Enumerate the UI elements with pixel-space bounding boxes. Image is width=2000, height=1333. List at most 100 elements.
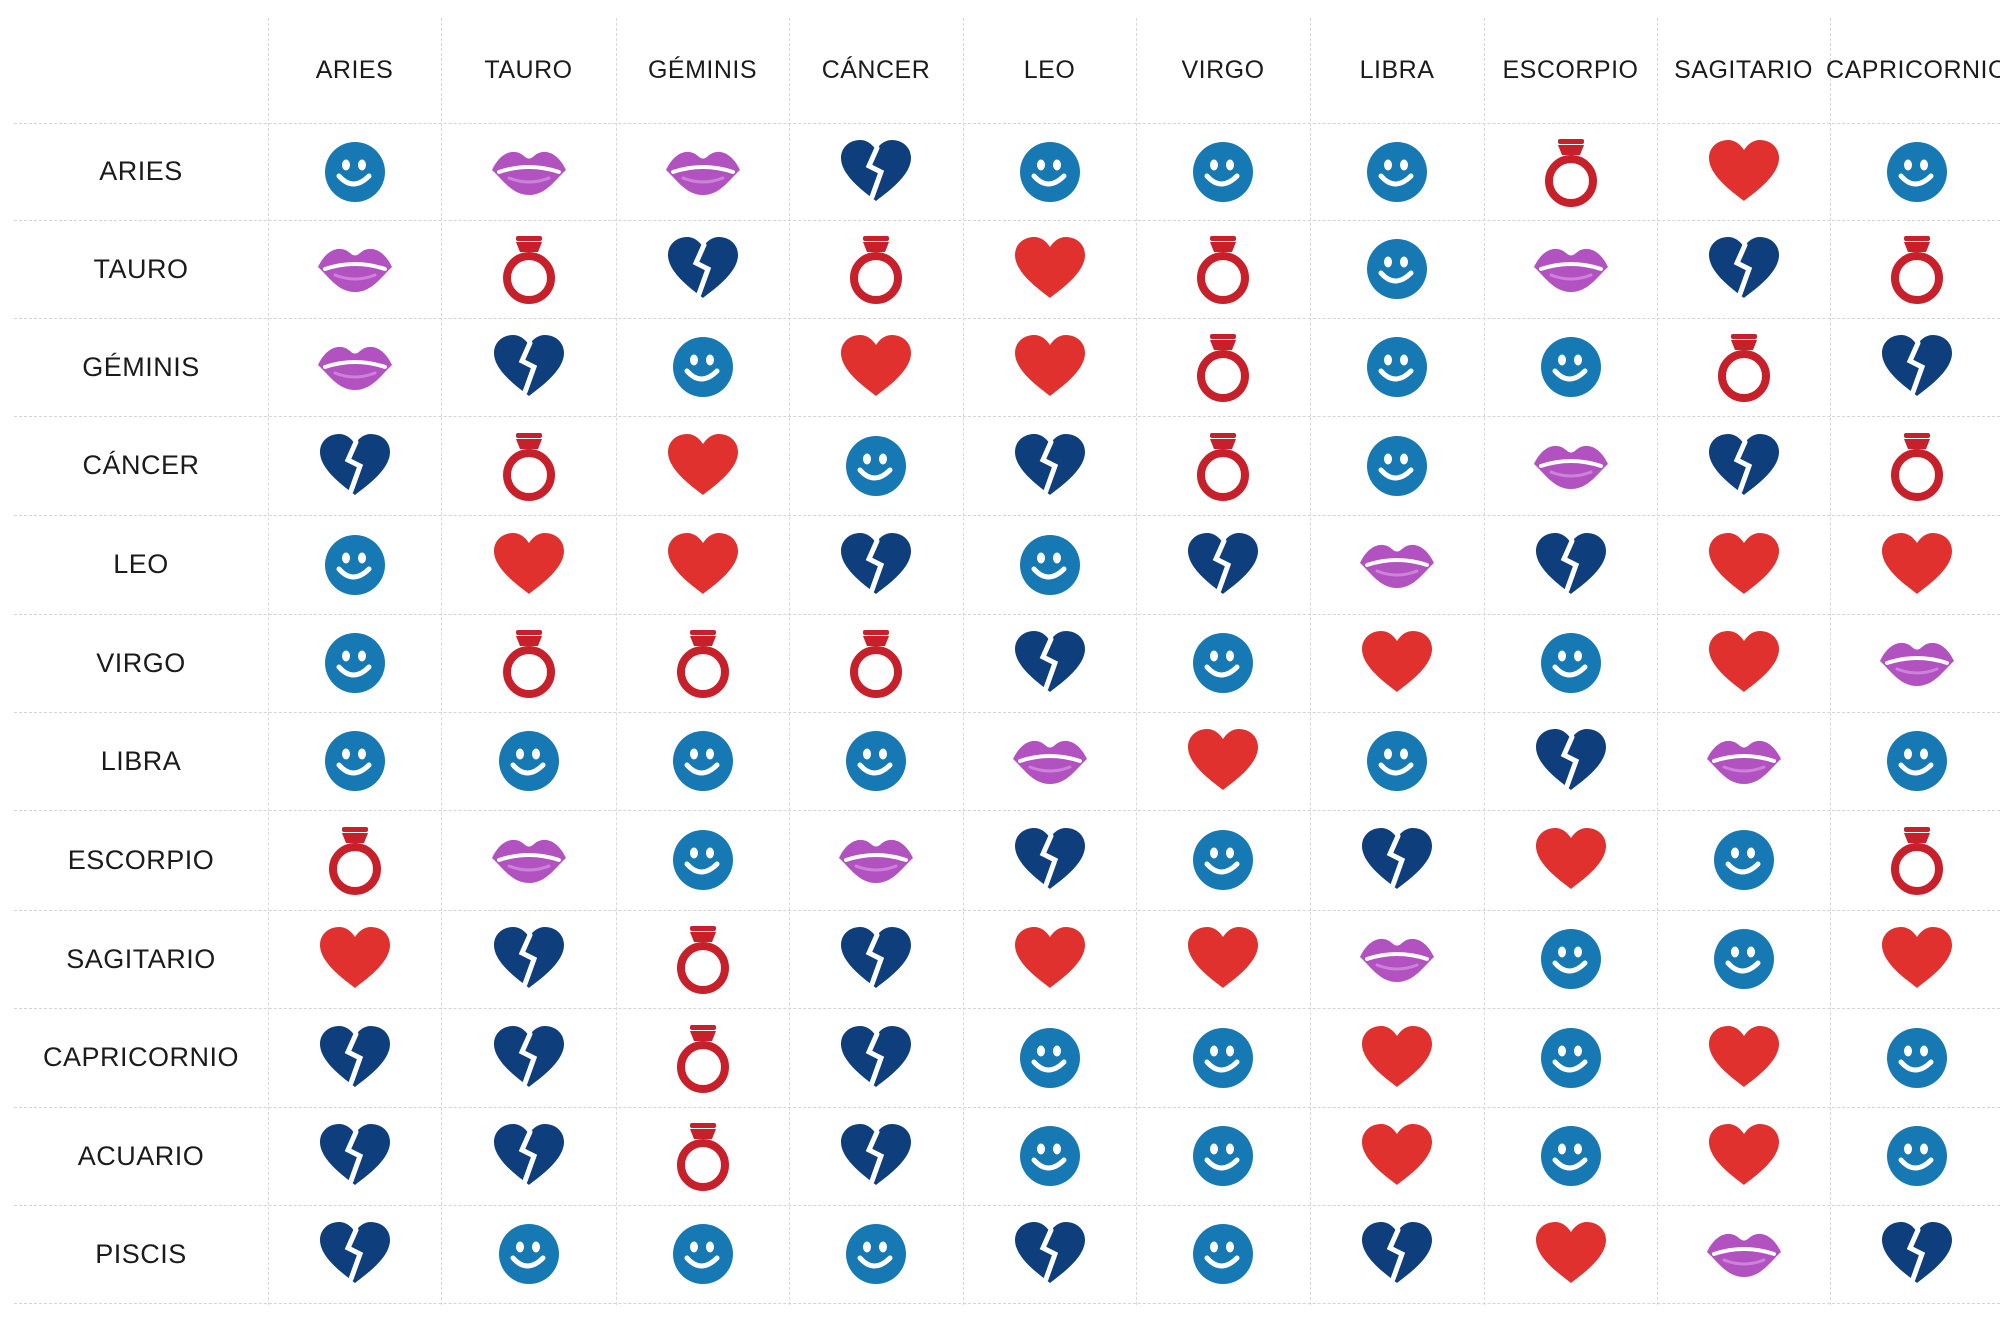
compatibility-cell — [616, 810, 789, 910]
column-header: VIRGO — [1181, 55, 1265, 84]
compatibility-cell — [789, 1107, 963, 1205]
compatibility-cell — [789, 712, 963, 810]
compatibility-cell — [1136, 515, 1310, 614]
smiley-icon — [497, 729, 561, 793]
grid-row-line — [14, 614, 2000, 615]
heart-icon — [1880, 532, 1954, 598]
column-header: CÁNCER — [821, 55, 931, 84]
compatibility-cell — [963, 1008, 1136, 1107]
compatibility-cell — [1136, 123, 1310, 220]
broken-heart-icon — [839, 926, 913, 992]
compatibility-cell — [1830, 1205, 2000, 1303]
compatibility-cell — [1830, 1008, 2000, 1107]
heart-icon — [1186, 728, 1260, 794]
smiley-icon — [671, 828, 735, 892]
compatibility-cell — [268, 712, 441, 810]
compatibility-cell — [1136, 910, 1310, 1008]
ring-icon — [1885, 230, 1949, 308]
smiley-icon — [1191, 1026, 1255, 1090]
smiley-icon — [1885, 1124, 1949, 1188]
compatibility-cell — [441, 1205, 616, 1303]
grid-column-line — [616, 18, 617, 1305]
smiley-icon — [844, 434, 908, 498]
broken-heart-icon — [492, 926, 566, 992]
broken-heart-icon — [492, 1025, 566, 1091]
smiley-icon — [1539, 631, 1603, 695]
compatibility-cell — [441, 318, 616, 416]
broken-heart-icon — [492, 334, 566, 400]
column-header: TAURO — [484, 55, 573, 84]
compatibility-cell — [441, 810, 616, 910]
row-header: GÉMINIS — [82, 351, 200, 382]
compatibility-cell — [789, 910, 963, 1008]
compatibility-cell — [1657, 220, 1830, 318]
column-header: LIBRA — [1359, 55, 1435, 84]
compatibility-cell — [441, 712, 616, 810]
compatibility-cell — [268, 1205, 441, 1303]
ring-icon — [1885, 427, 1949, 505]
compatibility-cell — [441, 1107, 616, 1205]
smiley-icon — [1191, 828, 1255, 892]
compatibility-cell — [268, 1107, 441, 1205]
compatibility-cell — [1310, 712, 1484, 810]
compatibility-cell — [1830, 515, 2000, 614]
compatibility-cell — [1830, 712, 2000, 810]
kiss-icon — [663, 142, 743, 202]
column-header: CAPRICORNIO — [1826, 55, 2000, 84]
kiss-icon — [489, 142, 569, 202]
row-header: ARIES — [99, 156, 183, 186]
ring-icon — [671, 920, 735, 998]
compatibility-cell — [789, 1205, 963, 1303]
compatibility-cell — [963, 1205, 1136, 1303]
compatibility-cell — [268, 515, 441, 614]
compatibility-cell — [616, 712, 789, 810]
grid-row-line — [14, 1205, 2000, 1206]
heart-icon — [1534, 1221, 1608, 1287]
smiley-icon — [844, 1222, 908, 1286]
compatibility-cell — [268, 614, 441, 712]
compatibility-cell — [1657, 416, 1830, 515]
compatibility-cell — [1136, 1107, 1310, 1205]
compatibility-cell — [1830, 220, 2000, 318]
smiley-icon — [1191, 1124, 1255, 1188]
heart-icon — [1707, 1123, 1781, 1189]
compatibility-cell — [441, 220, 616, 318]
column-header: ESCORPIO — [1502, 55, 1639, 84]
compatibility-cell — [1484, 1107, 1657, 1205]
kiss-icon — [1010, 731, 1090, 791]
compatibility-cell — [1484, 416, 1657, 515]
compatibility-cell — [1830, 123, 2000, 220]
broken-heart-icon — [839, 532, 913, 598]
kiss-icon — [489, 830, 569, 890]
column-header: LEO — [1023, 55, 1076, 84]
compatibility-cell — [1136, 416, 1310, 515]
broken-heart-icon — [1534, 728, 1608, 794]
heart-icon — [1707, 1025, 1781, 1091]
smiley-icon — [1365, 237, 1429, 301]
heart-icon — [1013, 236, 1087, 302]
smiley-icon — [844, 729, 908, 793]
smiley-icon — [1191, 631, 1255, 695]
compatibility-cell — [963, 515, 1136, 614]
kiss-icon — [1877, 633, 1957, 693]
heart-icon — [1880, 926, 1954, 992]
heart-icon — [1707, 532, 1781, 598]
compatibility-cell — [963, 123, 1136, 220]
compatibility-cell — [616, 318, 789, 416]
grid-column-line — [441, 18, 442, 1305]
compatibility-cell — [1136, 712, 1310, 810]
row-header: CAPRICORNIO — [42, 1042, 240, 1072]
broken-heart-icon — [1360, 827, 1434, 893]
compatibility-cell — [1657, 910, 1830, 1008]
grid-column-line — [268, 18, 269, 1305]
heart-icon — [318, 926, 392, 992]
ring-icon — [497, 230, 561, 308]
compatibility-cell — [1310, 416, 1484, 515]
heart-icon — [666, 532, 740, 598]
compatibility-cell — [1830, 416, 2000, 515]
kiss-icon — [315, 337, 395, 397]
compatibility-cell — [1136, 1008, 1310, 1107]
compatibility-cell — [441, 416, 616, 515]
compatibility-cell — [1830, 910, 2000, 1008]
